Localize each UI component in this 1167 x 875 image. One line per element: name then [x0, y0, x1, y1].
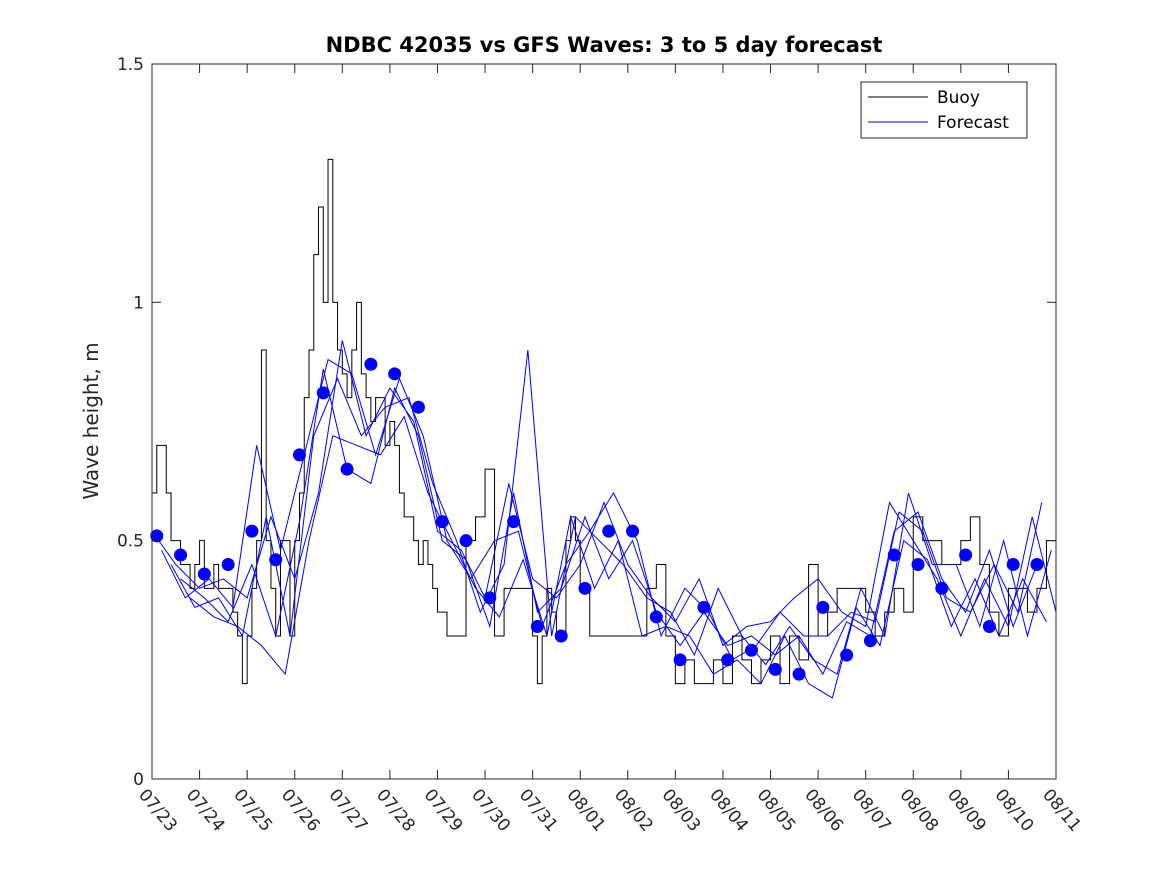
forecast-point-21 — [649, 610, 663, 624]
x-tick-label-0: 07/23 — [134, 785, 181, 835]
forecast-point-15 — [507, 515, 521, 529]
series-line-buoy — [152, 158, 1057, 685]
forecast-point-26 — [768, 662, 782, 676]
series-line-forecast-0 — [151, 340, 1057, 647]
forecast-point-28 — [816, 600, 830, 614]
legend-box — [860, 81, 1028, 139]
forecast-point-12 — [435, 515, 449, 529]
forecast-point-11 — [411, 400, 425, 414]
forecast-point-14 — [483, 591, 497, 605]
x-tick-label-7: 07/30 — [467, 785, 514, 835]
chart-title: NDBC 42035 vs GFS Waves: 3 to 5 day fore… — [326, 33, 883, 57]
forecast-point-4 — [245, 524, 259, 538]
forecast-point-7 — [316, 386, 330, 400]
x-tick-label-11: 08/03 — [658, 785, 705, 835]
forecast-point-27 — [792, 667, 806, 681]
x-tick-label-5: 07/28 — [372, 785, 419, 835]
y-tick-label-3: 1.5 — [117, 55, 144, 75]
forecast-point-24 — [721, 653, 735, 667]
x-tick-label-2: 07/25 — [229, 785, 276, 835]
y-tick-label-2: 1 — [133, 293, 144, 313]
forecast-point-10 — [388, 367, 402, 381]
forecast-point-6 — [292, 448, 306, 462]
x-tick-label-14: 08/06 — [800, 785, 847, 835]
y-tick-label-1: 0.5 — [117, 532, 144, 552]
series-line-forecast-2 — [170, 349, 1052, 675]
forecast-point-23 — [697, 600, 711, 614]
markers-layer — [150, 357, 1044, 681]
forecast-point-17 — [554, 629, 568, 643]
x-tick-label-15: 08/07 — [848, 785, 895, 835]
series-layer — [151, 158, 1057, 699]
forecast-point-37 — [1030, 558, 1044, 571]
forecast-point-5 — [269, 553, 283, 567]
plot-frame — [151, 63, 1057, 780]
x-tick-label-3: 07/26 — [277, 785, 324, 835]
series-line-forecast-3 — [180, 368, 1038, 676]
legend-label-buoy: Buoy — [937, 88, 980, 108]
forecast-point-18 — [578, 581, 592, 595]
x-tick-label-4: 07/27 — [324, 785, 371, 835]
forecast-point-22 — [673, 653, 687, 667]
forecast-point-16 — [530, 619, 544, 633]
forecast-point-2 — [197, 567, 211, 581]
legend: Buoy Forecast — [860, 81, 1028, 139]
forecast-point-34 — [959, 548, 973, 562]
x-tick-label-9: 08/01 — [562, 785, 609, 835]
x-tick-label-16: 08/08 — [895, 785, 942, 835]
x-tick-label-10: 08/02 — [610, 785, 657, 835]
forecast-point-32 — [911, 558, 925, 571]
x-tick-label-18: 08/10 — [991, 785, 1038, 835]
forecast-point-9 — [364, 357, 378, 371]
x-tick-label-1: 07/24 — [182, 785, 229, 835]
forecast-point-3 — [221, 558, 235, 571]
x-tick-label-8: 07/31 — [515, 785, 562, 835]
y-tick-label-0: 0 — [133, 770, 144, 790]
series-line-forecast-4 — [189, 415, 1047, 699]
forecast-point-29 — [840, 648, 854, 662]
x-tick-label-19: 08/11 — [1038, 785, 1085, 835]
forecast-point-1 — [174, 548, 188, 562]
forecast-point-19 — [602, 524, 616, 538]
x-tick-label-12: 08/04 — [705, 785, 752, 835]
forecast-point-20 — [626, 524, 640, 538]
plot-background — [152, 64, 1056, 779]
forecast-point-25 — [744, 643, 758, 657]
forecast-point-8 — [340, 462, 354, 476]
forecast-point-36 — [1006, 558, 1020, 571]
legend-label-forecast: Forecast — [937, 113, 1009, 133]
y-axis: 0 0.5 1 1.5 — [117, 55, 1056, 790]
forecast-point-13 — [459, 534, 473, 548]
x-tick-label-17: 08/09 — [943, 785, 990, 835]
forecast-point-31 — [887, 548, 901, 562]
y-axis-label: Wave height, m — [79, 342, 103, 499]
x-tick-label-13: 08/05 — [753, 785, 800, 835]
forecast-point-33 — [935, 581, 949, 595]
forecast-point-35 — [982, 619, 996, 633]
forecast-point-30 — [863, 634, 877, 648]
forecast-point-0 — [150, 529, 164, 543]
x-tick-label-6: 07/29 — [420, 785, 467, 835]
